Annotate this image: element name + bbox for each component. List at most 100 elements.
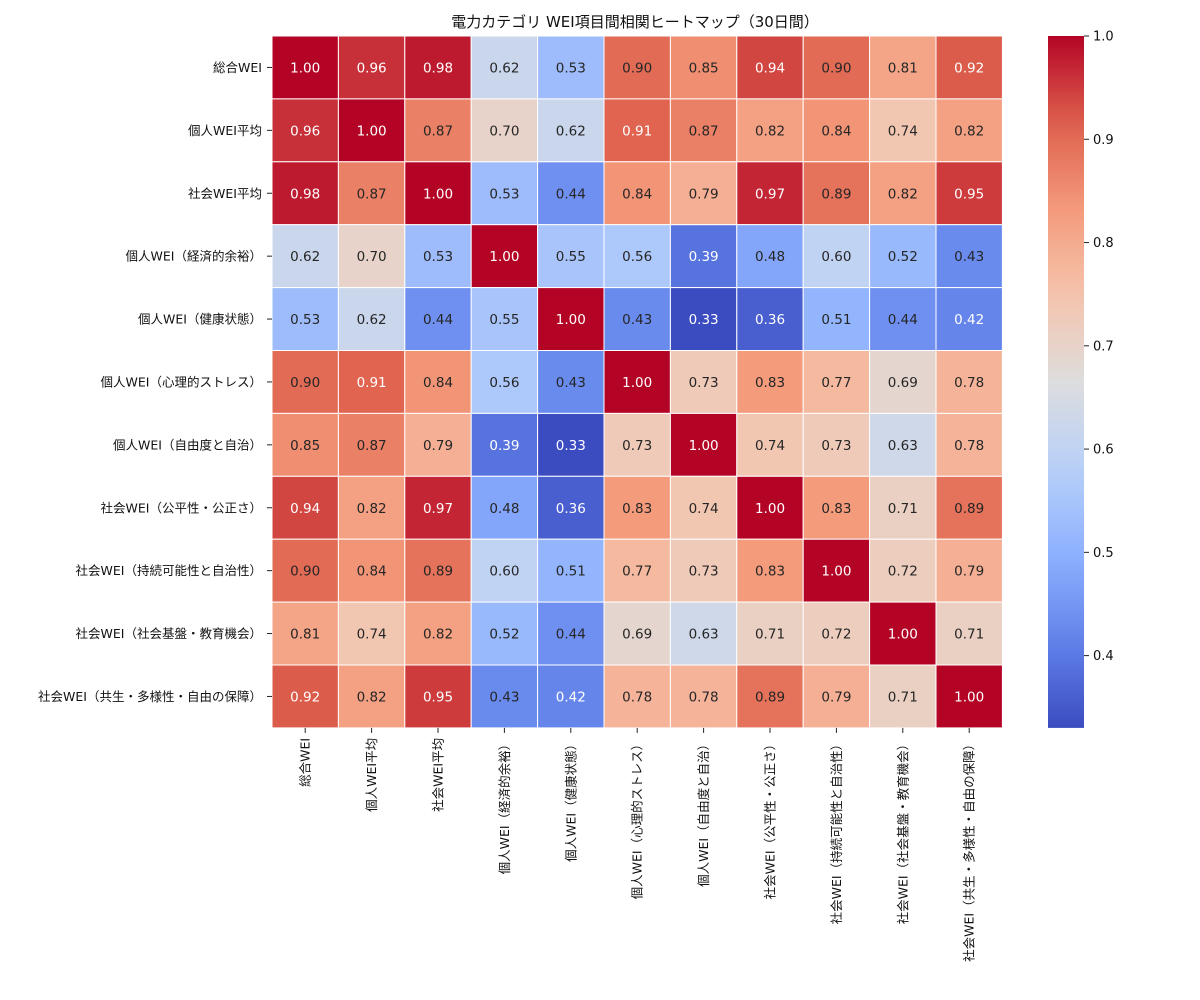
cell-value-label: 0.42 <box>556 689 586 705</box>
cell-value-label: 0.74 <box>888 123 918 139</box>
chart-title: 電力カテゴリ WEI項目間相関ヒートマップ（30日間） <box>451 13 819 31</box>
cell-value-label: 0.92 <box>290 689 320 705</box>
heatmap-cell <box>470 287 539 352</box>
cell-value-label: 0.95 <box>423 689 453 705</box>
cell-value-label: 0.44 <box>888 312 918 328</box>
cell-value-label: 0.97 <box>755 186 785 202</box>
cell-value-label: 0.71 <box>888 689 918 705</box>
cell-value-label: 0.69 <box>888 375 918 391</box>
heatmap-cell <box>603 287 671 352</box>
cell-value-label: 0.84 <box>821 123 851 139</box>
cell-value-label: 0.84 <box>622 186 652 202</box>
heatmap-cell <box>337 287 406 352</box>
cell-value-label: 1.00 <box>954 689 984 705</box>
cell-value-label: 1.00 <box>357 123 387 139</box>
cell-value-label: 0.98 <box>423 60 453 76</box>
cell-value-label: 0.55 <box>556 249 586 265</box>
heatmap-cell <box>935 287 1003 352</box>
cell-value-label: 0.48 <box>755 249 785 265</box>
heatmap-cell <box>736 664 804 729</box>
x-axis-ticks: 総合WEI 個人WEI平均 社会WEI平均 個人WEI（経済的余裕） 個人WEI（健康状… <box>298 727 977 962</box>
cell-value-label: 0.82 <box>357 501 387 517</box>
cell-value-label: 0.51 <box>821 312 851 328</box>
cell-value-label: 0.63 <box>689 627 719 643</box>
cell-value-label: 0.56 <box>489 375 519 391</box>
cell-value-label: 0.36 <box>556 501 586 517</box>
x-tick-label: 社会WEI（社会基盤・教育機会） <box>895 738 910 924</box>
cell-value-label: 0.82 <box>888 186 918 202</box>
heatmap-cell <box>935 224 1003 289</box>
cell-value-label: 0.79 <box>954 564 984 580</box>
cell-value-label: 0.81 <box>290 627 320 643</box>
heatmap-cell <box>802 161 871 226</box>
heatmap-cell <box>935 601 1003 666</box>
heatmap-cell <box>603 538 671 603</box>
heatmap-cell <box>404 412 472 477</box>
heatmap-cell <box>337 664 406 729</box>
heatmap-cell <box>404 161 472 226</box>
y-tick-label: 社会WEI（社会基盤・教育機会） <box>76 626 262 641</box>
heatmap-cell <box>603 98 671 163</box>
cell-value-label: 0.82 <box>755 123 785 139</box>
heatmap-cell <box>669 98 738 163</box>
cell-value-label: 0.55 <box>489 312 519 328</box>
x-tick-label: 個人WEI（健康状態） <box>563 738 578 862</box>
colorbar-tick-label: 0.7 <box>1093 339 1114 354</box>
heatmap-cell <box>935 161 1003 226</box>
heatmap-cell <box>537 601 605 666</box>
cell-value-label: 0.89 <box>755 689 785 705</box>
colorbar-tick-label: 0.9 <box>1093 133 1114 148</box>
cell-value-label: 0.94 <box>290 501 320 517</box>
x-tick-label: 個人WEI（心理的ストレス） <box>630 738 645 899</box>
cell-value-label: 0.77 <box>821 375 851 391</box>
colorbar-tick-label: 0.5 <box>1093 546 1114 561</box>
heatmap-cell <box>935 412 1003 477</box>
heatmap-cell <box>935 475 1003 540</box>
cell-value-label: 0.90 <box>821 60 851 76</box>
heatmap-cell <box>271 287 339 352</box>
cell-value-label: 0.53 <box>290 312 320 328</box>
heatmap-cell <box>404 35 472 100</box>
x-tick-label: 総合WEI <box>298 738 313 787</box>
heatmap-cell <box>869 224 937 289</box>
heatmap-cell <box>271 601 339 666</box>
heatmap-cell <box>736 538 804 603</box>
cell-value-label: 0.43 <box>622 312 652 328</box>
cell-value-label: 0.97 <box>423 501 453 517</box>
heatmap-cell <box>802 412 871 477</box>
y-tick-label: 個人WEI（心理的ストレス） <box>101 374 262 389</box>
heatmap-cell <box>271 412 339 477</box>
cell-value-label: 0.44 <box>556 186 586 202</box>
heatmap-cell <box>470 538 539 603</box>
cell-value-label: 0.71 <box>954 627 984 643</box>
heatmap-cell <box>470 601 539 666</box>
cell-value-label: 0.91 <box>622 123 652 139</box>
heatmap-cell <box>802 538 871 603</box>
heatmap-cell <box>603 224 671 289</box>
cell-value-label: 0.82 <box>423 627 453 643</box>
y-tick-label: 社会WEI（公平性・公正さ） <box>101 500 262 515</box>
heatmap-cell <box>603 475 671 540</box>
cell-value-label: 0.43 <box>489 689 519 705</box>
y-tick-label: 総合WEI <box>213 60 262 75</box>
cell-value-label: 0.90 <box>290 564 320 580</box>
heatmap-cell <box>669 161 738 226</box>
heatmap-cell <box>470 224 539 289</box>
heatmap-cell <box>869 35 937 100</box>
cell-value-label: 0.83 <box>821 501 851 517</box>
heatmap-cell <box>337 35 406 100</box>
cell-value-label: 0.36 <box>755 312 785 328</box>
cell-value-label: 0.43 <box>556 375 586 391</box>
heatmap-cells: 1.00 0.96 0.98 0.62 0.53 0.90 0.85 0.94 0.90 0.81… <box>271 35 1003 729</box>
cell-value-label: 1.00 <box>622 375 652 391</box>
cell-value-label: 0.39 <box>689 249 719 265</box>
cell-value-label: 0.52 <box>888 249 918 265</box>
cell-value-label: 0.79 <box>689 186 719 202</box>
cell-value-label: 1.00 <box>489 249 519 265</box>
heatmap-cell <box>603 161 671 226</box>
cell-value-label: 0.78 <box>622 689 652 705</box>
heatmap-cell <box>802 224 871 289</box>
heatmap-cell <box>869 538 937 603</box>
cell-value-label: 0.43 <box>954 249 984 265</box>
cell-value-label: 0.53 <box>423 249 453 265</box>
